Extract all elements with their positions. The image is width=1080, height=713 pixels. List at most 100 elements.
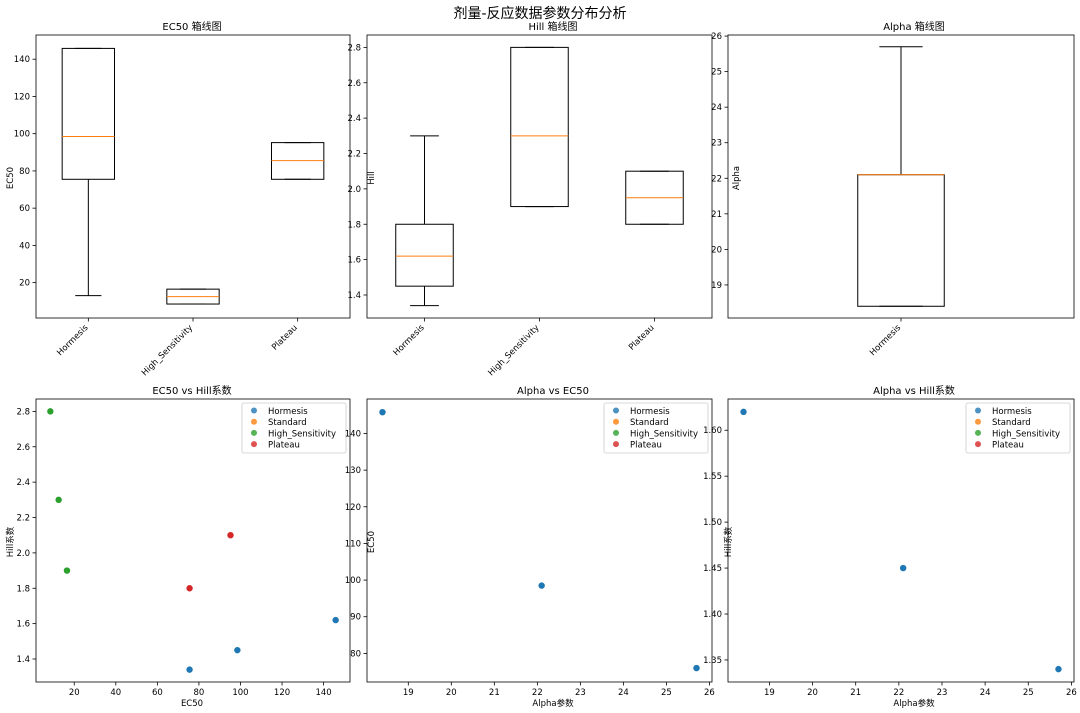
y-axis-label: Hill系数 <box>723 526 734 557</box>
x-tick-label: 100 <box>232 688 248 698</box>
figure-title: 剂量-反应数据参数分布分析 <box>453 5 626 22</box>
y-axis-label: EC50 <box>367 531 377 553</box>
x-tick-label: 23 <box>575 688 586 698</box>
subplot-alpha-vs-hill: Alpha vs Hill系数 Alpha参数 Hill系数 <box>723 384 955 709</box>
iqr-box <box>510 46 569 208</box>
x-tick-label: Hormesis <box>391 323 427 359</box>
x-tick-label: Plateau <box>627 323 657 353</box>
y-tick-label: 23 <box>711 139 722 149</box>
point-Hormesis <box>1055 665 1062 673</box>
y-tick-label: 24 <box>711 103 722 113</box>
plot-title: EC50 vs Hill系数 <box>152 384 231 397</box>
y-tick-label: 140 <box>14 55 30 65</box>
point-Plateau <box>186 585 193 592</box>
legend-frame <box>603 402 709 454</box>
legend-marker-Hormesis <box>251 407 257 414</box>
box-Hormesis <box>61 47 115 297</box>
legend-label: High_Sensitivity <box>630 429 698 439</box>
box-Hormesis <box>857 46 945 307</box>
subplot-alpha-vs-ec50: Alpha vs EC50 Alpha参数 EC50 <box>367 386 589 709</box>
legend-label: Standard <box>630 418 669 428</box>
y-tick-label: 1.60 <box>703 426 722 436</box>
y-tick-label: 1.8 <box>347 220 361 230</box>
y-tick-label: 2.6 <box>347 79 361 89</box>
y-tick-label: 1.35 <box>703 656 722 666</box>
legend-marker-Plateau <box>251 441 257 448</box>
y-tick-label: 120 <box>345 503 361 513</box>
x-tick-label: 120 <box>274 688 290 698</box>
plot-title: EC50 箱线图 <box>162 20 221 33</box>
x-tick-label: 23 <box>937 688 948 698</box>
point-Hormesis <box>899 564 907 572</box>
y-tick-label: 1.55 <box>703 472 722 482</box>
y-tick-label: 2.0 <box>16 549 30 559</box>
y-tick-label: 2.2 <box>16 514 30 524</box>
y-tick-label: 140 <box>345 429 361 439</box>
y-tick-label: 2.4 <box>347 114 361 124</box>
y-tick-label: 20 <box>711 245 722 255</box>
y-axis-label: EC50 <box>6 167 16 189</box>
point-Hormesis <box>740 408 747 416</box>
legend-marker-Standard <box>975 418 981 425</box>
y-tick-label: 90 <box>350 613 361 623</box>
y-tick-label: 1.4 <box>16 655 30 665</box>
x-tick-label: 24 <box>980 688 991 698</box>
legend-label: Standard <box>268 418 307 428</box>
legend-label: Hormesis <box>992 407 1032 417</box>
legend-marker-High_Sensitivity <box>613 429 619 436</box>
legend-label: High_Sensitivity <box>992 429 1060 439</box>
x-tick-label: Plateau <box>270 323 300 353</box>
x-tick-label: 60 <box>152 688 163 698</box>
legend-marker-High_Sensitivity <box>251 429 257 436</box>
point-Hormesis <box>538 582 545 589</box>
legend-frame <box>241 402 347 454</box>
y-tick-label: 40 <box>19 241 30 251</box>
plot-title: Hill 箱线图 <box>528 20 577 33</box>
legend-marker-Standard <box>251 418 257 425</box>
x-tick-label: 24 <box>618 688 629 698</box>
point-Plateau <box>227 531 234 539</box>
legend-marker-High_Sensitivity <box>975 429 981 436</box>
box-Hormesis <box>395 135 454 307</box>
x-tick-label: 140 <box>315 688 331 698</box>
legend-marker-Plateau <box>613 441 619 448</box>
y-tick-label: 110 <box>345 539 361 549</box>
y-tick-label: 1.50 <box>703 518 722 528</box>
x-tick-label: High_Sensitivity <box>486 323 541 378</box>
box-High_Sensitivity <box>510 46 569 208</box>
legend-label: Plateau <box>992 441 1024 451</box>
y-axis-label: Alpha <box>732 166 742 190</box>
y-tick-label: 2.2 <box>347 150 361 160</box>
y-tick-label: 120 <box>14 92 30 102</box>
x-tick-label: 22 <box>532 688 543 698</box>
x-tick-label: High_Sensitivity <box>140 323 195 378</box>
point-Hormesis <box>186 666 193 673</box>
y-tick-label: 80 <box>350 649 361 659</box>
y-tick-label: 20 <box>19 279 30 289</box>
y-tick-label: 1.45 <box>703 564 722 574</box>
plot-title: Alpha 箱线图 <box>883 20 945 33</box>
legend-label: Standard <box>992 418 1031 428</box>
chart-0: Hormesis High_Sensitivity Plateau 20 40 60 80 1… <box>14 34 351 378</box>
x-tick-label: 19 <box>403 688 414 698</box>
box-Plateau <box>625 170 684 225</box>
legend-frame <box>965 402 1071 454</box>
point-Hormesis <box>693 664 700 672</box>
y-tick-label: 26 <box>711 32 722 42</box>
iqr-box <box>395 223 454 287</box>
chart-1: Hormesis High_Sensitivity Plateau 1.4 1.6 1.8… <box>347 34 713 378</box>
point-Hormesis <box>234 646 241 654</box>
chart-2: Hormesis 19 20 21 22 23 24 25 26 <box>711 32 1075 358</box>
plot-title: Alpha vs EC50 <box>517 386 589 397</box>
x-axis-label: Alpha参数 <box>532 698 574 709</box>
y-tick-label: 60 <box>19 204 30 214</box>
y-tick-label: 2.6 <box>16 443 30 453</box>
y-tick-label: 80 <box>19 167 30 177</box>
x-tick-label: 22 <box>893 688 904 698</box>
y-axis-label: Hill <box>367 171 377 184</box>
point-High_Sensitivity <box>55 496 62 504</box>
legend-marker-Plateau <box>975 441 981 448</box>
x-tick-label: 25 <box>661 688 672 698</box>
y-tick-label: 2.8 <box>347 43 361 53</box>
x-tick-label: 25 <box>1023 688 1034 698</box>
